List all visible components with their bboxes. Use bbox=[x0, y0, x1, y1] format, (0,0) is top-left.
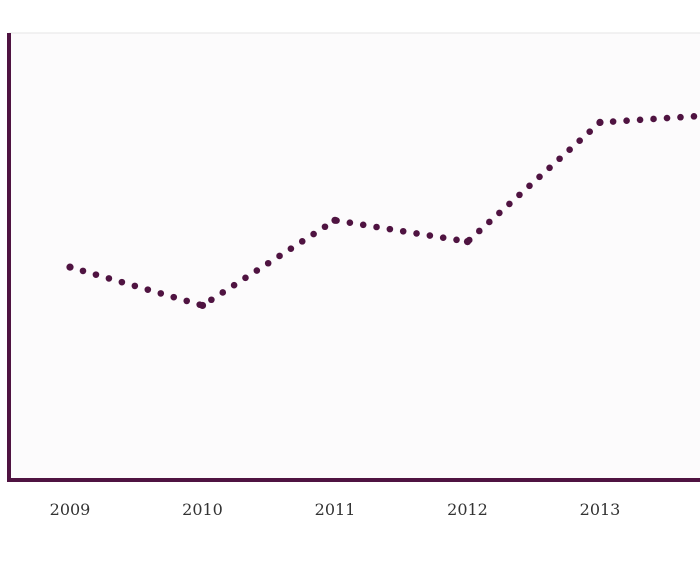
line-dot-29 bbox=[426, 232, 434, 239]
line-dot-12 bbox=[219, 289, 227, 296]
line-dot-15 bbox=[253, 267, 261, 274]
line-dot-44 bbox=[586, 128, 593, 135]
line-dot-43 bbox=[576, 137, 583, 144]
line-dot-6 bbox=[144, 286, 152, 293]
line-dot-34 bbox=[486, 218, 493, 226]
line-dot-18 bbox=[287, 245, 295, 252]
series-layer bbox=[66, 113, 698, 310]
line-dot-42 bbox=[566, 146, 573, 154]
line-dot-16 bbox=[264, 259, 272, 267]
data-point-2013 bbox=[596, 118, 604, 126]
line-dot-7 bbox=[157, 290, 165, 297]
x-tick-label: 2011 bbox=[315, 500, 356, 519]
line-dot-36 bbox=[506, 200, 513, 208]
line-dot-5 bbox=[131, 282, 139, 290]
line-dot-40 bbox=[546, 164, 553, 172]
line-dot-31 bbox=[453, 236, 460, 244]
line-dot-2 bbox=[92, 271, 100, 278]
line-dot-50 bbox=[663, 114, 671, 122]
data-point-2009 bbox=[66, 263, 74, 271]
line-dot-21 bbox=[321, 223, 329, 231]
line-dot-9 bbox=[183, 297, 191, 305]
line-dot-4 bbox=[118, 278, 126, 286]
line-dot-28 bbox=[413, 230, 420, 237]
line-dot-25 bbox=[373, 223, 380, 231]
line-dot-30 bbox=[439, 234, 447, 241]
data-point-2011 bbox=[331, 216, 339, 224]
line-dot-11 bbox=[208, 296, 215, 304]
line-dot-35 bbox=[496, 209, 503, 217]
line-dot-52 bbox=[690, 113, 698, 120]
data-point-2010 bbox=[198, 301, 207, 310]
line-dot-17 bbox=[276, 252, 283, 260]
x-tick-label: 2012 bbox=[447, 500, 488, 519]
line-dot-39 bbox=[536, 173, 543, 181]
line-dot-41 bbox=[556, 155, 563, 163]
line-dot-26 bbox=[386, 225, 394, 233]
line-dot-19 bbox=[298, 238, 306, 245]
plot-area bbox=[9, 33, 700, 480]
line-dot-24 bbox=[359, 221, 367, 229]
line-dot-33 bbox=[476, 227, 483, 235]
data-point-2012 bbox=[463, 238, 472, 246]
line-dot-51 bbox=[677, 113, 684, 121]
line-dot-1 bbox=[79, 267, 87, 275]
line-dot-49 bbox=[650, 115, 657, 123]
x-tick-label: 2013 bbox=[580, 500, 621, 519]
line-dot-3 bbox=[105, 275, 113, 282]
x-tick-label: 2009 bbox=[50, 500, 91, 519]
line-dot-14 bbox=[242, 274, 249, 282]
line-dot-46 bbox=[609, 118, 617, 125]
line-dot-8 bbox=[170, 293, 178, 301]
line-dot-47 bbox=[623, 117, 630, 124]
line-dot-37 bbox=[516, 191, 523, 199]
line-dot-20 bbox=[310, 230, 317, 238]
x-tick-label: 2010 bbox=[182, 500, 223, 519]
line-dot-23 bbox=[346, 219, 354, 227]
line-dot-48 bbox=[636, 116, 644, 124]
line-dot-13 bbox=[230, 281, 238, 289]
x-tick-labels: 2009 2010 2011 2012 2013 bbox=[50, 500, 621, 519]
line-dot-27 bbox=[399, 227, 407, 235]
line-dot-38 bbox=[526, 182, 533, 190]
